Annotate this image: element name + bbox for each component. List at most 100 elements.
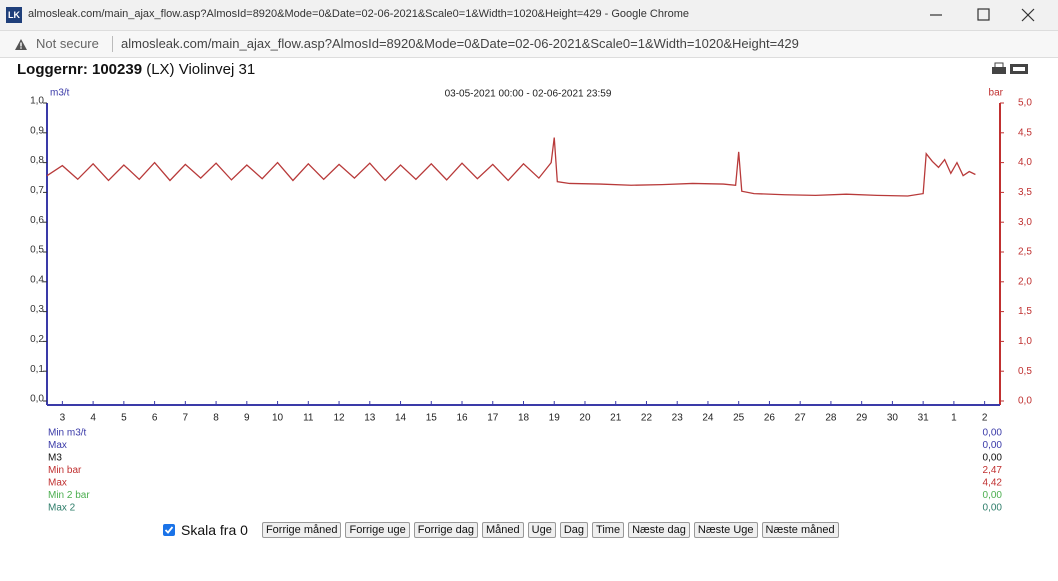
x-tick-label: 5: [121, 413, 127, 424]
stat-value: 0,00: [983, 503, 1003, 514]
nav-button[interactable]: Uge: [527, 522, 556, 538]
stat-label: Max: [48, 478, 67, 489]
x-tick-label: 28: [825, 413, 837, 424]
logger-name: (LX) Violinvej 31: [146, 61, 256, 78]
nav-button[interactable]: Næste måned: [761, 522, 839, 538]
nav-button[interactable]: Forrige uge: [345, 522, 410, 538]
x-tick-label: 14: [395, 413, 407, 424]
x-tick-label: 17: [487, 413, 499, 424]
address-bar[interactable]: Not secure almosleak.com/main_ajax_flow.…: [0, 31, 1058, 58]
separator: [112, 36, 113, 52]
y-tick-label: 0,2: [30, 334, 44, 345]
y-tick-label: 0,8: [30, 155, 44, 166]
title-bar: LK almosleak.com/main_ajax_flow.asp?Almo…: [0, 0, 1058, 31]
y-tick-label: 0,7: [30, 185, 44, 196]
nav-button[interactable]: Forrige dag: [413, 522, 479, 538]
warning-icon: [15, 39, 27, 50]
chart: 03-05-2021 00:00 - 02-06-2021 23:59 m3/t…: [30, 88, 1032, 514]
stat-label: Max 2: [48, 503, 76, 514]
x-tick-label: 27: [795, 413, 807, 424]
y-tick-label: 0,6: [30, 215, 44, 226]
x-tick-label: 21: [610, 413, 622, 424]
checkbox[interactable]: [163, 524, 175, 536]
stat-value: 0,00: [983, 440, 1003, 451]
stat-value: 0,00: [983, 428, 1003, 439]
window-controls[interactable]: [918, 0, 1058, 30]
x-tick-label: 11: [303, 413, 314, 424]
y-axis-label: m3/t: [50, 88, 70, 99]
security-label: Not secure: [36, 36, 99, 51]
stat-value: 2,47: [983, 465, 1003, 476]
y2-tick-label: 4,0: [1018, 157, 1032, 168]
stat-label: Min bar: [48, 465, 82, 476]
stat-label: Min m3/t: [48, 428, 87, 439]
x-tick-label: 6: [152, 413, 158, 424]
stat-label: M3: [48, 453, 62, 464]
y2-tick-label: 0,5: [1018, 366, 1032, 377]
y-tick-label: 0,1: [30, 364, 44, 375]
y2-tick-label: 1,5: [1018, 306, 1032, 317]
y-tick-label: 0,3: [30, 304, 44, 315]
nav-button[interactable]: Time: [592, 522, 625, 538]
x-tick-label: 23: [672, 413, 684, 424]
plot-area: [47, 103, 1000, 404]
logger-number: Loggernr: 100239: [17, 61, 143, 78]
site-icon: LK: [6, 7, 22, 23]
nav-button[interactable]: Næste Uge: [693, 522, 758, 538]
url[interactable]: almosleak.com/main_ajax_flow.asp?AlmosId…: [121, 36, 799, 51]
x-tick-label: 4: [90, 413, 96, 424]
header: Loggernr: 100239 (LX) Violinvej 31: [17, 61, 255, 78]
nav-button[interactable]: Dag: [559, 522, 589, 538]
x-tick-label: 25: [733, 413, 745, 424]
x-tick-label: 1: [951, 413, 957, 424]
x-tick-label: 7: [183, 413, 189, 424]
nav-button[interactable]: Næste dag: [628, 522, 690, 538]
nav-button[interactable]: Forrige måned: [261, 522, 342, 538]
y-tick-label: 0,0: [30, 394, 44, 405]
x-tick-label: 22: [641, 413, 653, 424]
nav-button[interactable]: Måned: [482, 522, 524, 538]
stat-value: 4,42: [983, 478, 1003, 489]
x-tick-label: 30: [887, 413, 899, 424]
print-icons[interactable]: [990, 62, 1030, 76]
chart-title: 03-05-2021 00:00 - 02-06-2021 23:59: [445, 89, 612, 100]
x-tick-label: 29: [856, 413, 868, 424]
window-title: almosleak.com/main_ajax_flow.asp?AlmosId…: [28, 8, 690, 20]
y2-tick-label: 3,5: [1018, 187, 1032, 198]
y2-tick-label: 2,5: [1018, 247, 1032, 258]
y2-tick-label: 1,0: [1018, 336, 1032, 347]
y-tick-label: 0,5: [30, 245, 44, 256]
x-tick-label: 20: [579, 413, 591, 424]
x-tick-label: 10: [272, 413, 284, 424]
y-tick-label: 0,4: [30, 274, 44, 285]
y-tick-label: 1,0: [30, 96, 44, 107]
x-tick-label: 24: [702, 413, 714, 424]
x-tick-label: 9: [244, 413, 250, 424]
x-tick-label: 18: [518, 413, 530, 424]
stat-value: 0,00: [983, 453, 1003, 464]
y-tick-label: 0,9: [30, 125, 44, 136]
y2-axis-label: bar: [989, 88, 1004, 99]
checkmark: [164, 526, 174, 534]
x-tick-label: 13: [364, 413, 376, 424]
y2-tick-label: 4,5: [1018, 127, 1032, 138]
x-tick-label: 31: [918, 413, 930, 424]
stat-label: Min 2 bar: [48, 490, 90, 501]
x-tick-label: 3: [60, 413, 66, 424]
y2-tick-label: 2,0: [1018, 276, 1032, 287]
x-tick-label: 2: [982, 413, 988, 424]
stat-label: Max: [48, 440, 67, 451]
y2-tick-label: 3,0: [1018, 217, 1032, 228]
stat-value: 0,00: [983, 490, 1003, 501]
x-tick-label: 12: [333, 413, 345, 424]
data-line: [46, 137, 976, 197]
x-tick-label: 26: [764, 413, 776, 424]
checkbox-label[interactable]: Skala fra 0: [181, 522, 248, 538]
x-tick-label: 16: [456, 413, 468, 424]
x-tick-label: 8: [213, 413, 219, 424]
x-tick-label: 19: [549, 413, 561, 424]
controls: Skala fra 0 Forrige måned Forrige uge Forr…: [163, 522, 839, 538]
x-tick-label: 15: [426, 413, 438, 424]
y2-tick-label: 5,0: [1018, 98, 1032, 109]
